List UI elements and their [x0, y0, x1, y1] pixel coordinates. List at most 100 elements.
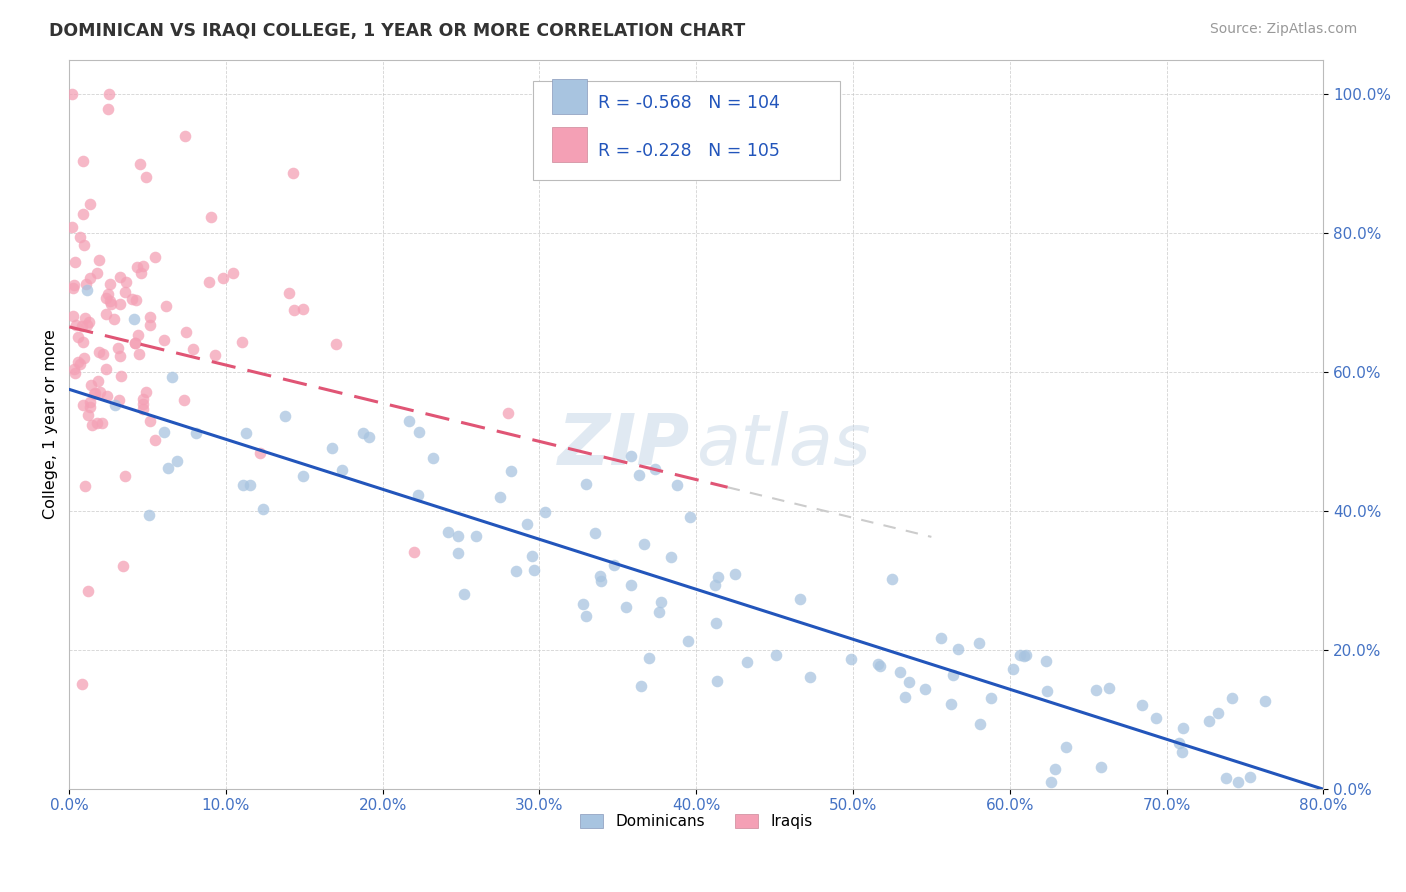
Point [96, 307, 118, 321]
Point [76, 283, 98, 297]
Point [110, 297, 132, 311]
Point [111, 558, 134, 573]
Point [212, 271, 235, 285]
Point [1015, 648, 1038, 663]
Point [969, 635, 991, 649]
Point [72, 238, 94, 252]
Point [704, 616, 727, 631]
Point [91, 416, 114, 430]
Point [706, 674, 728, 689]
Point [252, 502, 274, 516]
Point [633, 537, 655, 551]
Point [603, 558, 626, 573]
Point [1085, 683, 1108, 698]
Point [292, 302, 315, 317]
Point [155, 299, 177, 313]
Point [638, 651, 661, 665]
Point [62, 278, 84, 293]
Point [231, 335, 253, 350]
Point [143, 433, 166, 447]
Point [799, 670, 821, 684]
Point [132, 392, 155, 406]
Point [198, 275, 221, 289]
Point [129, 266, 152, 280]
FancyBboxPatch shape [553, 79, 588, 114]
Point [76, 318, 98, 332]
Point [422, 450, 444, 465]
Point [98, 277, 121, 292]
Point [153, 333, 176, 347]
Point [939, 698, 962, 712]
Point [122, 312, 145, 326]
Point [63, 362, 86, 376]
Point [515, 516, 537, 531]
Point [1012, 649, 1035, 664]
Point [83, 386, 105, 401]
Point [79, 394, 101, 409]
Point [128, 347, 150, 361]
Point [222, 266, 245, 280]
Point [1054, 740, 1077, 755]
Point [108, 349, 131, 363]
Point [65, 255, 87, 269]
Point [84, 386, 107, 401]
Point [942, 668, 965, 682]
Point [1171, 721, 1194, 735]
Point [520, 549, 543, 563]
FancyBboxPatch shape [533, 81, 841, 180]
Point [235, 426, 257, 441]
Point [620, 578, 643, 592]
Point [1227, 774, 1250, 789]
Point [929, 631, 952, 645]
Point [707, 570, 730, 584]
Text: ZIP: ZIP [558, 411, 690, 481]
Point [533, 505, 555, 519]
Point [107, 393, 129, 408]
Point [679, 510, 702, 524]
Point [62, 281, 84, 295]
Point [124, 293, 146, 307]
Point [499, 464, 522, 478]
Text: R = -0.568   N = 104: R = -0.568 N = 104 [599, 94, 780, 112]
Point [588, 569, 610, 583]
Point [139, 318, 162, 332]
Point [125, 260, 148, 274]
Point [735, 655, 758, 669]
Point [868, 657, 890, 672]
Point [104, 398, 127, 412]
Point [131, 397, 153, 411]
Point [69, 357, 91, 371]
Point [97, 286, 120, 301]
Point [291, 469, 314, 483]
Point [153, 425, 176, 440]
Point [1098, 681, 1121, 695]
Point [77, 315, 100, 329]
Point [96, 389, 118, 403]
Point [143, 250, 166, 264]
Point [591, 574, 613, 588]
Point [79, 196, 101, 211]
Point [583, 526, 606, 541]
Point [283, 303, 305, 318]
Point [620, 450, 643, 464]
Point [72, 334, 94, 349]
Point [946, 642, 969, 657]
Point [352, 426, 374, 441]
Point [63, 366, 86, 380]
Point [107, 341, 129, 355]
Point [398, 414, 420, 428]
Point [132, 259, 155, 273]
Point [1040, 774, 1063, 789]
Point [1198, 714, 1220, 728]
Point [1043, 763, 1066, 777]
Point [273, 409, 295, 423]
Point [496, 406, 519, 420]
Point [124, 336, 146, 351]
Point [176, 326, 198, 340]
Point [127, 327, 149, 342]
Point [72, 153, 94, 168]
Point [87, 253, 110, 268]
Text: atlas: atlas [696, 411, 870, 481]
Point [97, 87, 120, 102]
Point [488, 491, 510, 505]
